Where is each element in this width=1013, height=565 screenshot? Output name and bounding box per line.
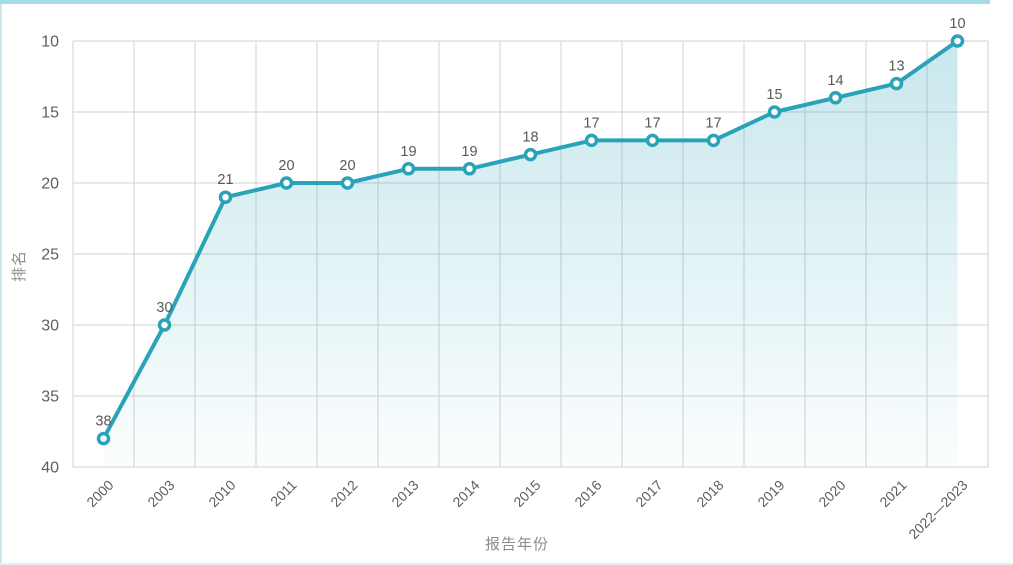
- x-tick-label: 2021: [876, 477, 909, 510]
- y-tick-label: 25: [41, 247, 59, 264]
- data-point-label: 38: [95, 414, 111, 430]
- data-point-label: 20: [339, 158, 355, 174]
- x-tick-label: 2010: [205, 477, 238, 510]
- data-point-marker: [157, 318, 172, 332]
- data-point-marker: [584, 133, 599, 148]
- page-left-border: [0, 4, 2, 565]
- data-point-label: 21: [217, 172, 233, 188]
- x-tick-label: 2014: [449, 477, 482, 510]
- data-point-label: 18: [522, 130, 538, 146]
- data-point-marker: [706, 133, 721, 148]
- page-top-border: [0, 0, 990, 4]
- data-point-label: 13: [888, 59, 904, 75]
- data-point-label: 30: [156, 300, 172, 316]
- x-tick-label: 2019: [754, 477, 787, 510]
- y-tick-label: 10: [41, 34, 59, 51]
- data-point-marker: [340, 176, 355, 190]
- data-point-label: 19: [461, 144, 477, 160]
- data-point-marker: [767, 105, 782, 119]
- x-tick-label: 2003: [144, 477, 177, 510]
- x-tick-label: 2018: [693, 477, 726, 510]
- data-point-marker: [950, 34, 965, 48]
- data-point-label: 20: [278, 158, 294, 174]
- x-tick-label: 2011: [267, 477, 300, 510]
- data-point-label: 17: [644, 115, 660, 131]
- page-bottom-border: [0, 563, 1013, 565]
- area-fill: [103, 41, 958, 467]
- y-tick-label: 35: [41, 389, 59, 406]
- data-point-marker: [218, 190, 233, 204]
- x-tick-label: 2015: [510, 477, 543, 510]
- y-tick-label: 15: [41, 105, 59, 122]
- y-tick-label: 40: [41, 460, 59, 477]
- data-point-label: 15: [766, 87, 782, 103]
- x-tick-label: 2020: [815, 477, 848, 510]
- data-point-marker: [96, 431, 111, 446]
- y-tick-label: 20: [41, 176, 59, 193]
- data-point-marker: [889, 76, 904, 91]
- data-point-marker: [401, 162, 416, 176]
- data-point-label: 19: [400, 144, 416, 160]
- data-point-marker: [645, 133, 660, 148]
- y-axis-title: 排名: [11, 250, 28, 283]
- data-point-label: 17: [705, 115, 721, 131]
- x-tick-label: 2022—2023: [905, 477, 970, 542]
- x-tick-label: 2012: [327, 477, 360, 510]
- x-axis-title: 报告年份: [484, 536, 549, 553]
- x-tick-label: 2000: [83, 477, 116, 510]
- data-point-marker: [279, 176, 294, 190]
- data-point-marker: [523, 147, 538, 162]
- data-point-label: 17: [583, 115, 599, 131]
- x-tick-label: 2017: [632, 477, 665, 510]
- data-point-label: 14: [827, 73, 843, 89]
- data-point-marker: [462, 162, 477, 176]
- x-tick-label: 2013: [388, 477, 421, 510]
- data-point-marker: [828, 91, 843, 105]
- data-point-label: 10: [949, 16, 965, 32]
- x-tick-label: 2016: [571, 477, 604, 510]
- y-tick-label: 30: [41, 318, 59, 335]
